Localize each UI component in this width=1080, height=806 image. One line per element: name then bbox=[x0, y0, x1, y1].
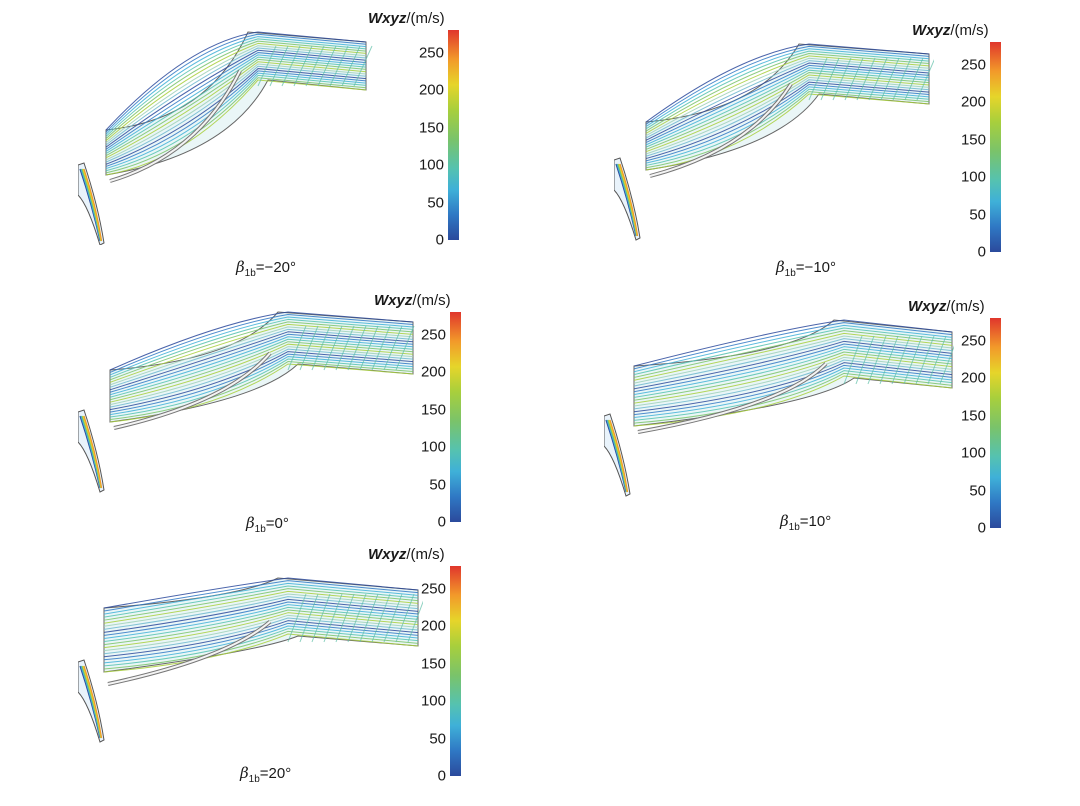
colorbar-tick-label: 0 bbox=[437, 767, 446, 785]
colorbar-tick-label: 100 bbox=[960, 168, 986, 186]
colorbar-tick-label: 150 bbox=[960, 407, 986, 424]
colorbar-tick-label: 0 bbox=[437, 513, 446, 531]
colorbar-tick-label: 200 bbox=[420, 363, 446, 381]
colorbar-tick-label: 100 bbox=[420, 692, 446, 710]
colorbar-tick-label: 150 bbox=[420, 401, 446, 418]
streamline-plot bbox=[78, 31, 373, 245]
colorbar-tick-label: 50 bbox=[969, 206, 986, 223]
colorbar-tick-label: 100 bbox=[420, 438, 446, 456]
panel-beta-0: Wxyz/(m/s) 250 200 150 100 50 0 β1b=0° bbox=[78, 292, 558, 552]
colorbar-ticks: 250 200 150 100 50 0 bbox=[946, 318, 986, 537]
colorbar bbox=[990, 318, 1001, 528]
streamline-plot bbox=[78, 311, 415, 493]
streamline-plot bbox=[604, 319, 954, 497]
colorbar bbox=[990, 42, 1001, 252]
colorbar-title: Wxyz/(m/s) bbox=[374, 292, 451, 309]
colorbar bbox=[450, 566, 461, 776]
colorbar-tick-label: 250 bbox=[420, 580, 446, 597]
streamline-plot bbox=[614, 43, 934, 241]
colorbar-tick-label: 150 bbox=[418, 119, 444, 136]
panel-caption: β1b=20° bbox=[240, 764, 292, 785]
panel-caption: β1b=0° bbox=[246, 514, 289, 535]
colorbar-tick-label: 250 bbox=[418, 44, 444, 61]
colorbar-tick-label: 50 bbox=[429, 730, 446, 747]
colorbar-title: Wxyz/(m/s) bbox=[368, 10, 445, 27]
panel-caption: β1b=−10° bbox=[776, 258, 836, 279]
colorbar-tick-label: 200 bbox=[960, 93, 986, 111]
colorbar-title: Wxyz/(m/s) bbox=[908, 298, 985, 315]
panel-beta-minus-10: Wxyz/(m/s) 250 200 150 100 50 0 β1b=−10° bbox=[614, 22, 1080, 282]
colorbar-title: Wxyz/(m/s) bbox=[368, 546, 445, 563]
colorbar-tick-label: 100 bbox=[960, 444, 986, 462]
colorbar-ticks: 250 200 150 100 50 0 bbox=[406, 312, 446, 531]
colorbar-tick-label: 0 bbox=[977, 243, 986, 261]
colorbar-title: Wxyz/(m/s) bbox=[912, 22, 989, 39]
panel-beta-10: Wxyz/(m/s) 250 200 150 100 50 0 β1b=10° bbox=[604, 298, 1080, 558]
colorbar-tick-label: 100 bbox=[418, 156, 444, 174]
colorbar-tick-label: 50 bbox=[969, 482, 986, 499]
panel-beta-minus-20: Wxyz/(m/s) 250 200 150 100 50 0 β1b=−20° bbox=[78, 10, 558, 279]
colorbar-tick-label: 250 bbox=[960, 332, 986, 349]
colorbar-tick-label: 50 bbox=[429, 476, 446, 493]
colorbar-tick-label: 250 bbox=[420, 326, 446, 343]
colorbar-tick-label: 50 bbox=[427, 194, 444, 211]
colorbar-ticks: 250 200 150 100 50 0 bbox=[946, 42, 986, 261]
colorbar-tick-label: 150 bbox=[960, 131, 986, 148]
panel-beta-20: Wxyz/(m/s) 250 200 150 100 50 0 β1b=20° bbox=[78, 546, 558, 806]
colorbar-tick-label: 0 bbox=[435, 231, 444, 249]
colorbar-tick-label: 250 bbox=[960, 56, 986, 73]
colorbar-tick-label: 150 bbox=[420, 655, 446, 672]
colorbar bbox=[450, 312, 461, 522]
colorbar-ticks: 250 200 150 100 50 0 bbox=[406, 566, 446, 785]
colorbar-tick-label: 200 bbox=[420, 617, 446, 635]
colorbar-ticks: 250 200 150 100 50 0 bbox=[404, 30, 444, 249]
colorbar-tick-label: 200 bbox=[960, 369, 986, 387]
colorbar-tick-label: 200 bbox=[418, 81, 444, 99]
colorbar bbox=[448, 30, 459, 240]
panel-caption: β1b=10° bbox=[780, 512, 832, 533]
streamline-plot bbox=[78, 577, 423, 743]
panel-caption: β1b=−20° bbox=[236, 258, 296, 279]
colorbar-tick-label: 0 bbox=[977, 519, 986, 537]
